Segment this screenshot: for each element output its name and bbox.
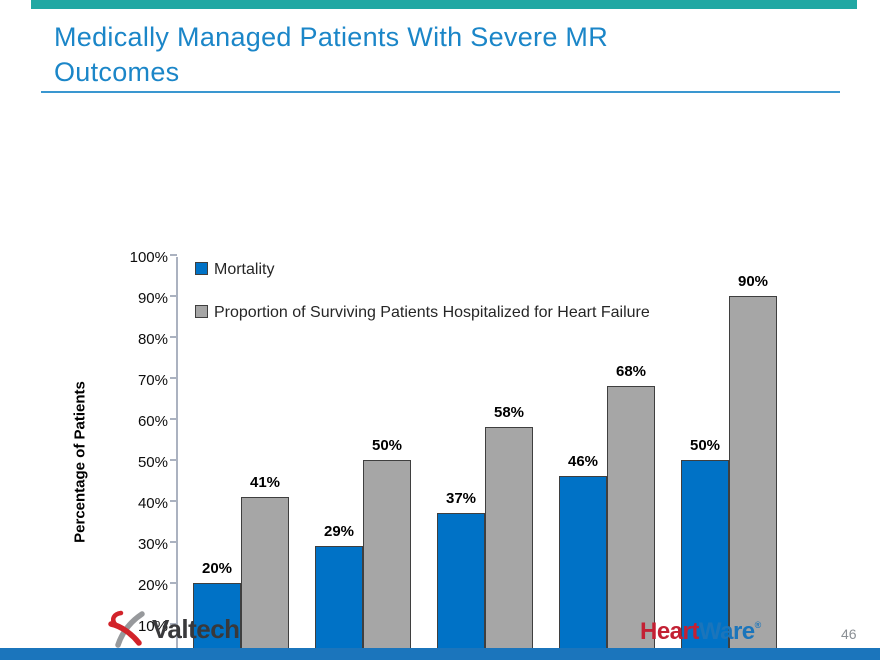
- bar-value-label: 58%: [493, 404, 525, 422]
- plot-area: Mortality Proportion of Surviving Patient…: [170, 254, 786, 660]
- bar-value-label: 41%: [249, 473, 281, 491]
- hospitalized-bar: [729, 296, 777, 660]
- y-axis-title: Percentage of Patients: [71, 381, 89, 543]
- legend-label: Mortality: [214, 261, 275, 278]
- y-tick-mark: [170, 623, 177, 625]
- mortality-bar: [193, 583, 241, 660]
- mortality-bar: [559, 476, 607, 660]
- hospitalized-bar: [485, 427, 533, 660]
- y-tick-label: 40%: [137, 495, 168, 512]
- bottom-accent-bar: [0, 648, 880, 660]
- legend-item: Proportion of Surviving Patients Hospita…: [195, 302, 650, 324]
- bar-value-label: 20%: [201, 560, 233, 577]
- valtech-logo: Valtech: [106, 610, 240, 648]
- mortality-bar: [437, 513, 485, 660]
- y-tick-label: 70%: [137, 372, 168, 389]
- mortality-bar: [315, 546, 363, 660]
- registered-trademark-symbol: ®: [754, 620, 762, 630]
- y-tick-label: 60%: [137, 413, 168, 430]
- hospitalized-bar: [241, 496, 289, 660]
- legend-swatch: [195, 305, 208, 318]
- y-tick-label: 90%: [137, 290, 168, 307]
- valtech-ribbon-icon: [108, 610, 145, 648]
- y-tick-mark: [170, 541, 177, 543]
- y-tick-mark: [170, 500, 177, 502]
- legend-item: Mortality: [195, 259, 650, 281]
- y-tick-mark: [170, 418, 177, 420]
- mortality-bar: [681, 460, 729, 660]
- heartware-word-heart: Heart: [640, 618, 699, 645]
- hospitalized-bar: [363, 460, 411, 660]
- page-number: 46: [841, 626, 857, 642]
- legend-swatch: [195, 262, 208, 275]
- bar-value-label: 37%: [445, 490, 477, 508]
- valtech-wordmark: Valtech: [152, 613, 240, 644]
- heartware-logo: HeartWare®: [640, 618, 761, 646]
- y-tick-label: 50%: [137, 454, 168, 471]
- bar-value-label: 29%: [323, 523, 355, 541]
- y-tick-label: 80%: [137, 331, 168, 348]
- chart-legend: Mortality Proportion of Surviving Patient…: [195, 259, 650, 345]
- bar-value-label: 68%: [615, 363, 647, 381]
- bar-value-label: 50%: [371, 437, 403, 454]
- y-tick-mark: [170, 295, 177, 297]
- page-title: Medically Managed Patients With Severe M…: [54, 22, 609, 87]
- title-divider: [41, 91, 840, 93]
- y-tick-mark: [170, 377, 177, 379]
- y-tick-mark: [170, 254, 177, 256]
- bar-value-label: 46%: [567, 453, 599, 471]
- y-tick-mark: [170, 582, 177, 584]
- bar-value-label: 50%: [689, 437, 721, 454]
- y-axis-labels: 0%10%20%30%40%50%60%70%80%90%100%: [96, 249, 168, 660]
- top-accent-bar: [31, 0, 857, 9]
- bar-value-label: 90%: [737, 273, 769, 290]
- hospitalized-bar: [607, 386, 655, 660]
- y-tick-label: 20%: [137, 577, 168, 594]
- y-tick-label: 10%: [137, 618, 168, 635]
- y-tick-mark: [170, 336, 177, 338]
- y-tick-label: 100%: [129, 249, 168, 266]
- y-tick-mark: [170, 459, 177, 461]
- legend-label: Proportion of Surviving Patients Hospita…: [214, 304, 650, 321]
- bar-chart: Percentage of Patients 0%10%20%30%40%50%…: [0, 120, 880, 660]
- heartware-word-ware: Ware: [698, 618, 755, 645]
- y-tick-label: 30%: [137, 536, 168, 553]
